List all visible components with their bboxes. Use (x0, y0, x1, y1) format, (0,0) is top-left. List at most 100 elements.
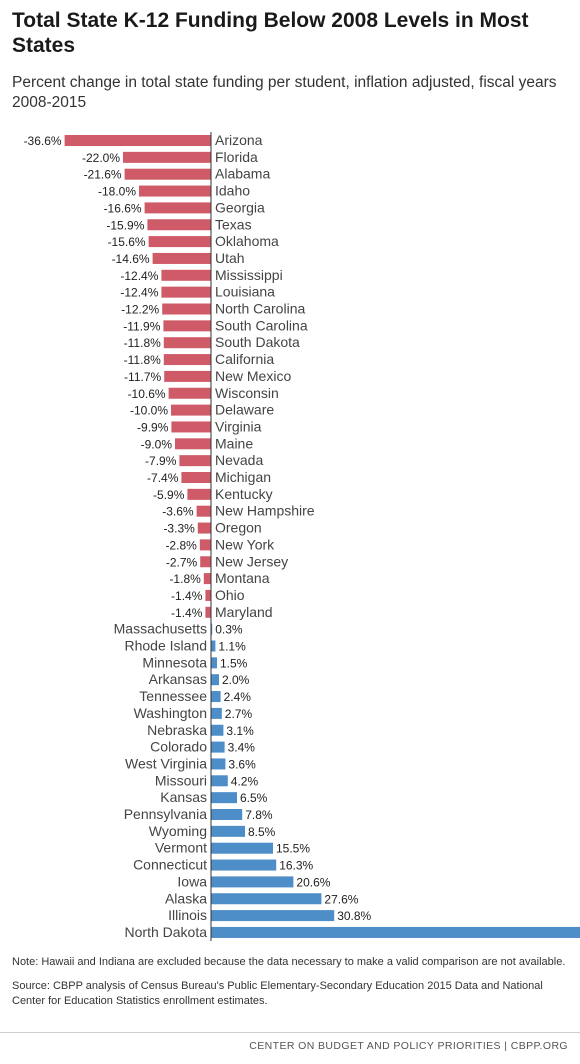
value-label: 4.2% (231, 774, 259, 788)
value-label: -5.9% (153, 488, 185, 502)
value-label: -1.8% (169, 572, 201, 586)
value-label: 20.6% (296, 875, 330, 889)
value-label: -2.7% (166, 555, 198, 569)
value-label: -3.3% (163, 522, 195, 536)
value-label: -11.7% (124, 370, 161, 384)
category-label: Colorado (150, 739, 207, 755)
bar (211, 707, 222, 719)
value-label: -12.4% (120, 269, 158, 283)
category-label: Arizona (215, 132, 263, 148)
category-label: Michigan (215, 469, 271, 485)
bar (161, 269, 211, 281)
bar (211, 691, 221, 703)
bar (164, 370, 211, 382)
category-label: Wisconsin (215, 385, 279, 401)
category-label: Washington (134, 705, 207, 721)
value-label: 0.3% (215, 623, 243, 637)
bar (162, 303, 211, 315)
bar (171, 404, 211, 416)
value-label: -12.2% (121, 303, 159, 317)
category-label: North Dakota (125, 924, 208, 940)
bar (211, 842, 273, 854)
bar (64, 135, 211, 146)
category-label: Oklahoma (215, 233, 279, 249)
bar (211, 792, 237, 804)
bar (161, 286, 211, 298)
value-label: 27.6% (324, 892, 358, 906)
category-label: South Dakota (215, 334, 300, 350)
chart-subtitle: Percent change in total state funding pe… (12, 74, 557, 111)
category-label: Wyoming (149, 823, 207, 839)
category-label: North Carolina (215, 301, 305, 317)
value-label: -15.6% (108, 235, 146, 249)
bar (200, 556, 211, 568)
value-label: -15.9% (106, 218, 144, 232)
value-label: 7.8% (245, 808, 273, 822)
category-label: New Jersey (215, 553, 288, 569)
value-label: 16.3% (279, 859, 313, 873)
category-label: West Virginia (125, 755, 207, 771)
bar (152, 252, 211, 264)
bar (144, 202, 211, 214)
bar (211, 859, 277, 871)
category-label: Louisiana (215, 284, 275, 300)
category-label: Alabama (215, 166, 270, 182)
bar (199, 539, 211, 551)
value-label: -9.9% (137, 420, 169, 434)
value-label: -9.0% (141, 437, 173, 451)
value-label: -11.8% (124, 353, 161, 367)
value-label: 3.4% (228, 741, 256, 755)
bar (211, 893, 322, 905)
category-label: Nebraska (147, 722, 207, 738)
category-label: Iowa (177, 873, 207, 889)
bar (148, 236, 211, 248)
bar (211, 809, 243, 820)
bar (147, 219, 211, 231)
note-text: Note: Hawaii and Indiana are excluded be… (12, 956, 566, 968)
category-label: New York (215, 536, 275, 552)
value-label: -10.0% (130, 404, 168, 418)
bar (163, 320, 211, 332)
category-label: New Hampshire (215, 503, 315, 519)
category-label: Maryland (215, 604, 273, 620)
bar (163, 354, 211, 366)
bar (197, 522, 211, 534)
bar (211, 876, 294, 888)
bar-chart: Arizona -36.6% Florida -22.0% Alabama -21.6% I… (24, 132, 580, 941)
category-label: Delaware (215, 402, 274, 418)
category-label: Massachusetts (114, 621, 207, 637)
bar (211, 657, 217, 669)
category-label: South Carolina (215, 317, 308, 333)
value-label: -1.4% (171, 589, 203, 603)
category-label: Ohio (215, 587, 245, 603)
category-label: New Mexico (215, 368, 291, 384)
value-label: -11.8% (124, 336, 161, 350)
bar (163, 337, 211, 349)
category-label: Georgia (215, 199, 265, 215)
bar (196, 505, 211, 517)
bar (171, 421, 211, 433)
bar (139, 185, 211, 197)
category-label: Texas (215, 216, 252, 232)
value-label: -11.9% (123, 319, 160, 333)
value-label: 15.5% (276, 842, 310, 856)
bar (123, 151, 211, 163)
category-label: Alaska (165, 890, 207, 906)
value-label: -18.0% (98, 185, 136, 199)
value-label: -7.9% (145, 454, 177, 468)
bar (211, 775, 228, 787)
value-label: 1.5% (220, 656, 248, 670)
chart-title: Total State K-12 Funding Below 2008 Leve… (12, 9, 529, 57)
value-label: 3.1% (226, 724, 254, 738)
bar (211, 623, 213, 635)
source-text: Source: CBPP analysis of Census Bureau's… (12, 980, 543, 1007)
category-label: Rhode Island (124, 638, 207, 654)
category-label: Maine (215, 435, 253, 451)
notes-section: Note: Hawaii and Indiana are excluded be… (12, 955, 568, 1018)
category-label: Oregon (215, 520, 262, 536)
category-label: Connecticut (133, 857, 207, 873)
category-label: Montana (215, 570, 270, 586)
value-label: 6.5% (240, 791, 268, 805)
bar (203, 573, 211, 585)
category-label: Vermont (155, 840, 207, 856)
